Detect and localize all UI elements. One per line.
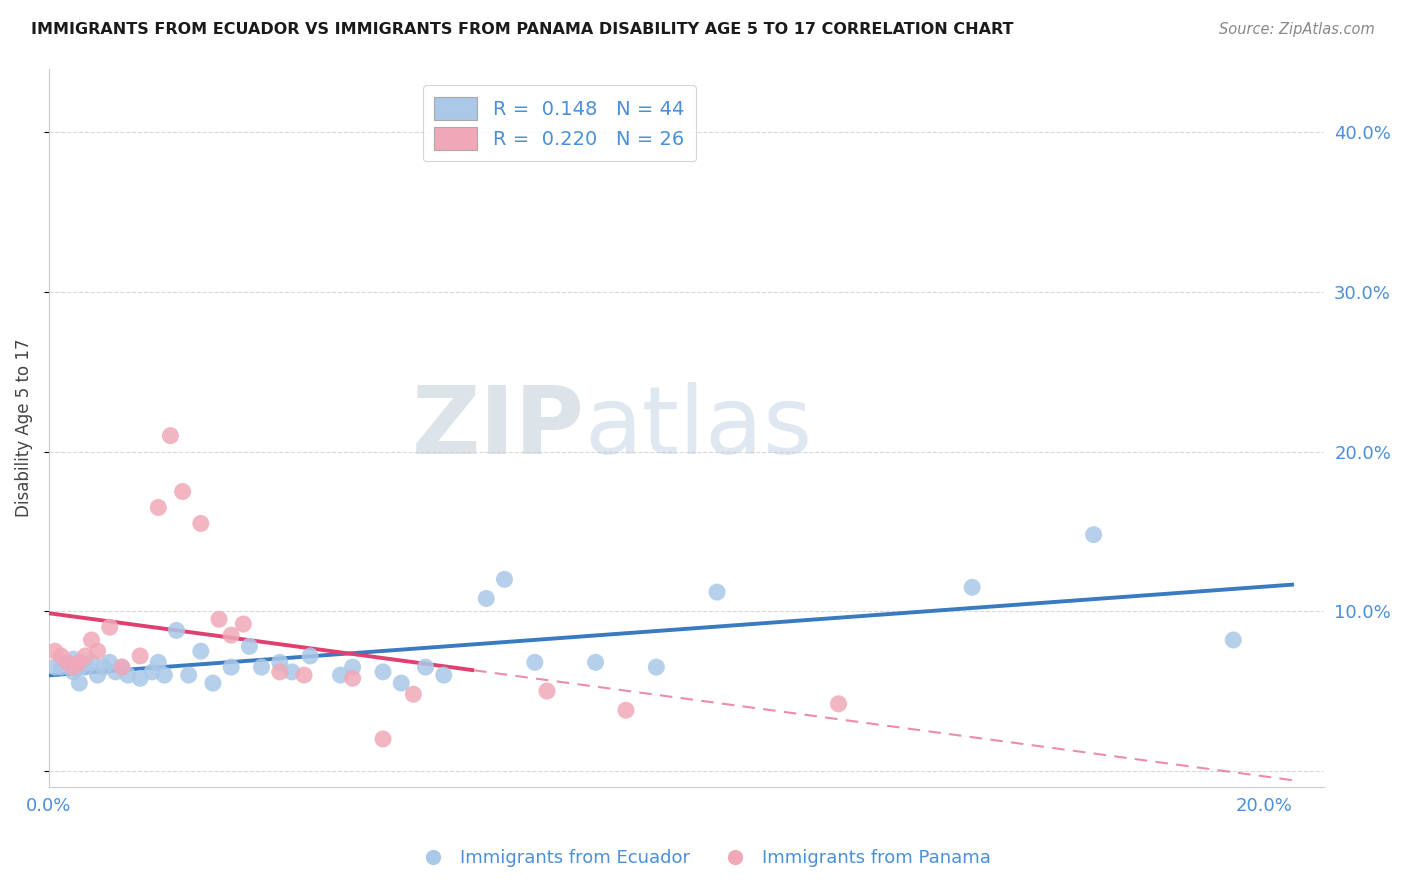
Point (62, 665, 84, 679)
Point (238, 640, 260, 654)
Point (67, 656, 90, 670)
Point (232, 617, 254, 632)
Point (49, 648, 72, 663)
Point (585, 656, 607, 670)
Point (342, 671, 364, 685)
Point (269, 656, 291, 670)
Point (172, 484, 194, 499)
Point (342, 660, 364, 674)
Point (44, 660, 66, 674)
Point (201, 676, 224, 690)
Y-axis label: Disability Age 5 to 17: Disability Age 5 to 17 (15, 338, 32, 517)
Point (1083, 527, 1105, 541)
Point (219, 628, 242, 642)
Legend: R =  0.148   N = 44, R =  0.220   N = 26: R = 0.148 N = 44, R = 0.220 N = 26 (423, 86, 696, 161)
Point (827, 697, 849, 711)
Point (62, 652, 84, 666)
Point (159, 428, 181, 442)
Point (190, 516, 212, 531)
Point (111, 660, 134, 674)
Point (49, 660, 72, 674)
Point (117, 668, 139, 682)
Point (56, 656, 79, 670)
Point (433, 668, 456, 682)
Point (208, 612, 231, 626)
Point (371, 665, 394, 679)
Point (415, 660, 437, 674)
Point (75, 660, 97, 674)
Point (98, 656, 121, 670)
Text: ZIP: ZIP (412, 382, 585, 474)
Point (292, 668, 315, 682)
Point (153, 668, 176, 682)
Point (80, 632, 103, 647)
Point (111, 660, 134, 674)
Point (104, 665, 127, 679)
Text: atlas: atlas (585, 382, 813, 474)
Point (166, 624, 188, 638)
Point (98, 620, 121, 634)
Point (706, 585, 728, 599)
Point (56, 656, 79, 670)
Point (219, 660, 242, 674)
Point (494, 572, 516, 586)
Point (269, 665, 291, 679)
Point (86, 668, 108, 682)
Text: IMMIGRANTS FROM ECUADOR VS IMMIGRANTS FROM PANAMA DISABILITY AGE 5 TO 17 CORRELA: IMMIGRANTS FROM ECUADOR VS IMMIGRANTS FR… (31, 22, 1014, 37)
Point (44, 644, 66, 658)
Point (67, 660, 90, 674)
Point (281, 665, 304, 679)
Point (148, 500, 170, 515)
Point (62, 660, 84, 674)
Point (250, 660, 273, 674)
Point (86, 644, 108, 658)
Point (371, 731, 394, 746)
Point (329, 668, 352, 682)
Point (190, 644, 212, 658)
Legend: Immigrants from Ecuador, Immigrants from Panama: Immigrants from Ecuador, Immigrants from… (408, 842, 998, 874)
Text: Source: ZipAtlas.com: Source: ZipAtlas.com (1219, 22, 1375, 37)
Point (129, 671, 152, 685)
Point (75, 648, 97, 663)
Point (80, 656, 103, 670)
Point (93, 660, 115, 674)
Point (67, 676, 90, 690)
Point (141, 665, 163, 679)
Point (389, 676, 412, 690)
Point (614, 703, 637, 717)
Point (960, 580, 983, 594)
Point (536, 684, 558, 698)
Point (299, 648, 322, 663)
Point (645, 660, 668, 674)
Point (148, 656, 170, 670)
Point (523, 656, 546, 670)
Point (177, 668, 200, 682)
Point (475, 591, 498, 606)
Point (1222, 632, 1244, 647)
Point (402, 687, 425, 701)
Point (129, 648, 152, 663)
